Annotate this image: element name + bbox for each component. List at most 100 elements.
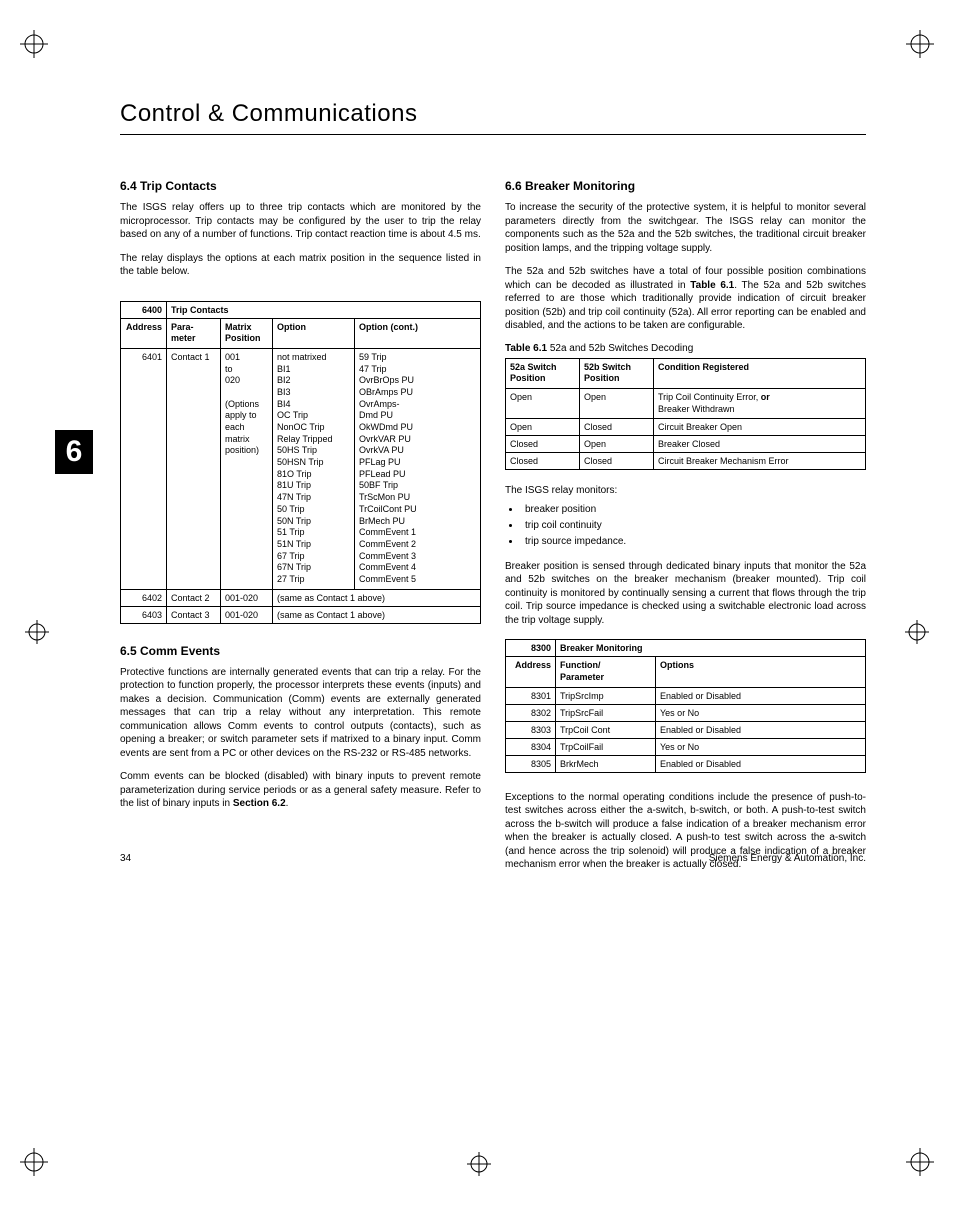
table-row: 8305BrkrMechEnabled or Disabled <box>506 755 866 772</box>
table-6-1: 52a Switch Position 52b Switch Position … <box>505 358 866 471</box>
tbl8300-r3c1: TrpCoilFail <box>556 738 656 755</box>
tbl6400-group-title: Trip Contacts <box>167 301 481 318</box>
tbl8300-group-addr: 8300 <box>506 640 556 657</box>
tbl6400-r2-addr: 6402 <box>121 589 167 606</box>
table-row: OpenClosedCircuit Breaker Open <box>506 419 866 436</box>
para-6-6-2b: Table 6.1 <box>690 280 734 291</box>
tbl8300-r2c0: 8303 <box>506 721 556 738</box>
tbl61-r0c2: Trip Coil Continuity Error, orBreaker Wi… <box>654 388 866 418</box>
left-column: 6.4 Trip Contacts The ISGS relay offers … <box>120 175 481 882</box>
tbl6400-r2-span: (same as Contact 1 above) <box>273 589 481 606</box>
tbl61-r3c1: Closed <box>580 453 654 470</box>
table-row: 8302TripSrcFailYes or No <box>506 704 866 721</box>
table-row: 8301TripSrcImpEnabled or Disabled <box>506 687 866 704</box>
tbl6400-h3: Option <box>273 318 355 348</box>
title-block: Control & Communications <box>120 100 866 135</box>
tbl8300-r0c2: Enabled or Disabled <box>656 687 866 704</box>
tbl6400-r1-matrix: 001 to 020 (Options apply to each matrix… <box>221 348 273 589</box>
tbl61-r3c2: Circuit Breaker Mechanism Error <box>654 453 866 470</box>
tbl61-r2c0: Closed <box>506 436 580 453</box>
footer-company: Siemens Energy & Automation, Inc. <box>709 853 866 864</box>
para-6-5-2: Comm events can be blocked (disabled) wi… <box>120 770 481 811</box>
tbl61-r0c0: Open <box>506 388 580 418</box>
tbl6400-r1-option: not matrixed BI1 BI2 BI3 BI4 OC Trip Non… <box>273 348 355 589</box>
table-row: 8303TrpCoil ContEnabled or Disabled <box>506 721 866 738</box>
tbl6400-h1: Para- meter <box>167 318 221 348</box>
tbl8300-r2c2: Enabled or Disabled <box>656 721 866 738</box>
para-6-5-2b: Section 6.2 <box>233 798 286 809</box>
list-item: trip coil continuity <box>521 518 866 534</box>
list-item: trip source impedance. <box>521 534 866 550</box>
para-6-6-3: Breaker position is sensed through dedic… <box>505 560 866 628</box>
table-6-1-caption: Table 6.1 52a and 52b Switches Decoding <box>505 343 866 354</box>
table-6-1-caption-b: Table 6.1 <box>505 343 547 354</box>
tbl6400-r1-addr: 6401 <box>121 348 167 589</box>
tbl6400-r1-optc: 59 Trip 47 Trip OvrBrOps PU OBrAmps PU O… <box>355 348 481 589</box>
para-6-5-2a: Comm events can be blocked (disabled) wi… <box>120 771 481 809</box>
tbl6400-h2: Matrix Position <box>221 318 273 348</box>
tbl6400-r3-param: Contact 3 <box>167 606 221 623</box>
page-content: Control & Communications 6.4 Trip Contac… <box>0 0 954 922</box>
tbl61-r1c0: Open <box>506 419 580 436</box>
para-6-5-2c: . <box>286 798 289 809</box>
tbl61-r1c2: Circuit Breaker Open <box>654 419 866 436</box>
tbl8300-h0: Address <box>506 657 556 687</box>
page-number: 34 <box>120 853 131 864</box>
tbl6400-h0: Address <box>121 318 167 348</box>
tbl61-h2: Condition Registered <box>654 358 866 388</box>
tbl8300-group-title: Breaker Monitoring <box>556 640 866 657</box>
tbl8300-h2: Options <box>656 657 866 687</box>
heading-6-4: 6.4 Trip Contacts <box>120 179 481 193</box>
tbl6400-r2-matrix: 001-020 <box>221 589 273 606</box>
tbl8300-r0c0: 8301 <box>506 687 556 704</box>
tbl61-r1c1: Closed <box>580 419 654 436</box>
para-6-4-1: The ISGS relay offers up to three trip c… <box>120 201 481 242</box>
table-8300: 8300 Breaker Monitoring Address Function… <box>505 639 866 772</box>
monitors-intro: The ISGS relay monitors: <box>505 484 866 498</box>
page-title: Control & Communications <box>120 100 866 128</box>
table-row: 8304TrpCoilFailYes or No <box>506 738 866 755</box>
tbl8300-r4c2: Enabled or Disabled <box>656 755 866 772</box>
para-6-4-2: The relay displays the options at each m… <box>120 252 481 279</box>
tbl8300-r3c0: 8304 <box>506 738 556 755</box>
table-row: ClosedOpenBreaker Closed <box>506 436 866 453</box>
para-6-5-1: Protective functions are internally gene… <box>120 666 481 761</box>
tbl61-r2c2: Breaker Closed <box>654 436 866 453</box>
right-column: 6.6 Breaker Monitoring To increase the s… <box>505 175 866 882</box>
crop-mark-icon <box>20 1148 48 1176</box>
tbl6400-r2-param: Contact 2 <box>167 589 221 606</box>
tbl8300-r4c0: 8305 <box>506 755 556 772</box>
tbl61-h1: 52b Switch Position <box>580 358 654 388</box>
tbl8300-h1: Function/ Parameter <box>556 657 656 687</box>
tbl61-r2c1: Open <box>580 436 654 453</box>
tbl61-r0c1: Open <box>580 388 654 418</box>
list-item: breaker position <box>521 502 866 518</box>
tbl6400-r3-span: (same as Contact 1 above) <box>273 606 481 623</box>
table-row: ClosedClosedCircuit Breaker Mechanism Er… <box>506 453 866 470</box>
tbl8300-r1c1: TripSrcFail <box>556 704 656 721</box>
tbl8300-r1c0: 8302 <box>506 704 556 721</box>
tbl8300-r2c1: TrpCoil Cont <box>556 721 656 738</box>
tbl8300-r3c2: Yes or No <box>656 738 866 755</box>
table-6400: 6400 Trip Contacts Address Para- meter M… <box>120 301 481 624</box>
tbl6400-h4: Option (cont.) <box>355 318 481 348</box>
table-row: OpenOpenTrip Coil Continuity Error, orBr… <box>506 388 866 418</box>
para-6-6-2: The 52a and 52b switches have a total of… <box>505 265 866 333</box>
heading-6-6: 6.6 Breaker Monitoring <box>505 179 866 193</box>
table-6-1-caption-r: 52a and 52b Switches Decoding <box>547 343 693 354</box>
tbl8300-r4c1: BrkrMech <box>556 755 656 772</box>
tbl6400-r1-param: Contact 1 <box>167 348 221 589</box>
crop-mark-icon <box>906 1148 934 1176</box>
page-footer: 34 Siemens Energy & Automation, Inc. <box>120 853 866 864</box>
tbl8300-r0c1: TripSrcImp <box>556 687 656 704</box>
tbl8300-r1c2: Yes or No <box>656 704 866 721</box>
tbl6400-r3-addr: 6403 <box>121 606 167 623</box>
tbl61-h0: 52a Switch Position <box>506 358 580 388</box>
monitors-list: breaker position trip coil continuity tr… <box>521 502 866 550</box>
tbl6400-r3-matrix: 001-020 <box>221 606 273 623</box>
heading-6-5: 6.5 Comm Events <box>120 644 481 658</box>
tbl61-r3c0: Closed <box>506 453 580 470</box>
tbl6400-group-addr: 6400 <box>121 301 167 318</box>
crop-mark-icon <box>467 1152 491 1176</box>
para-6-6-1: To increase the security of the protecti… <box>505 201 866 255</box>
